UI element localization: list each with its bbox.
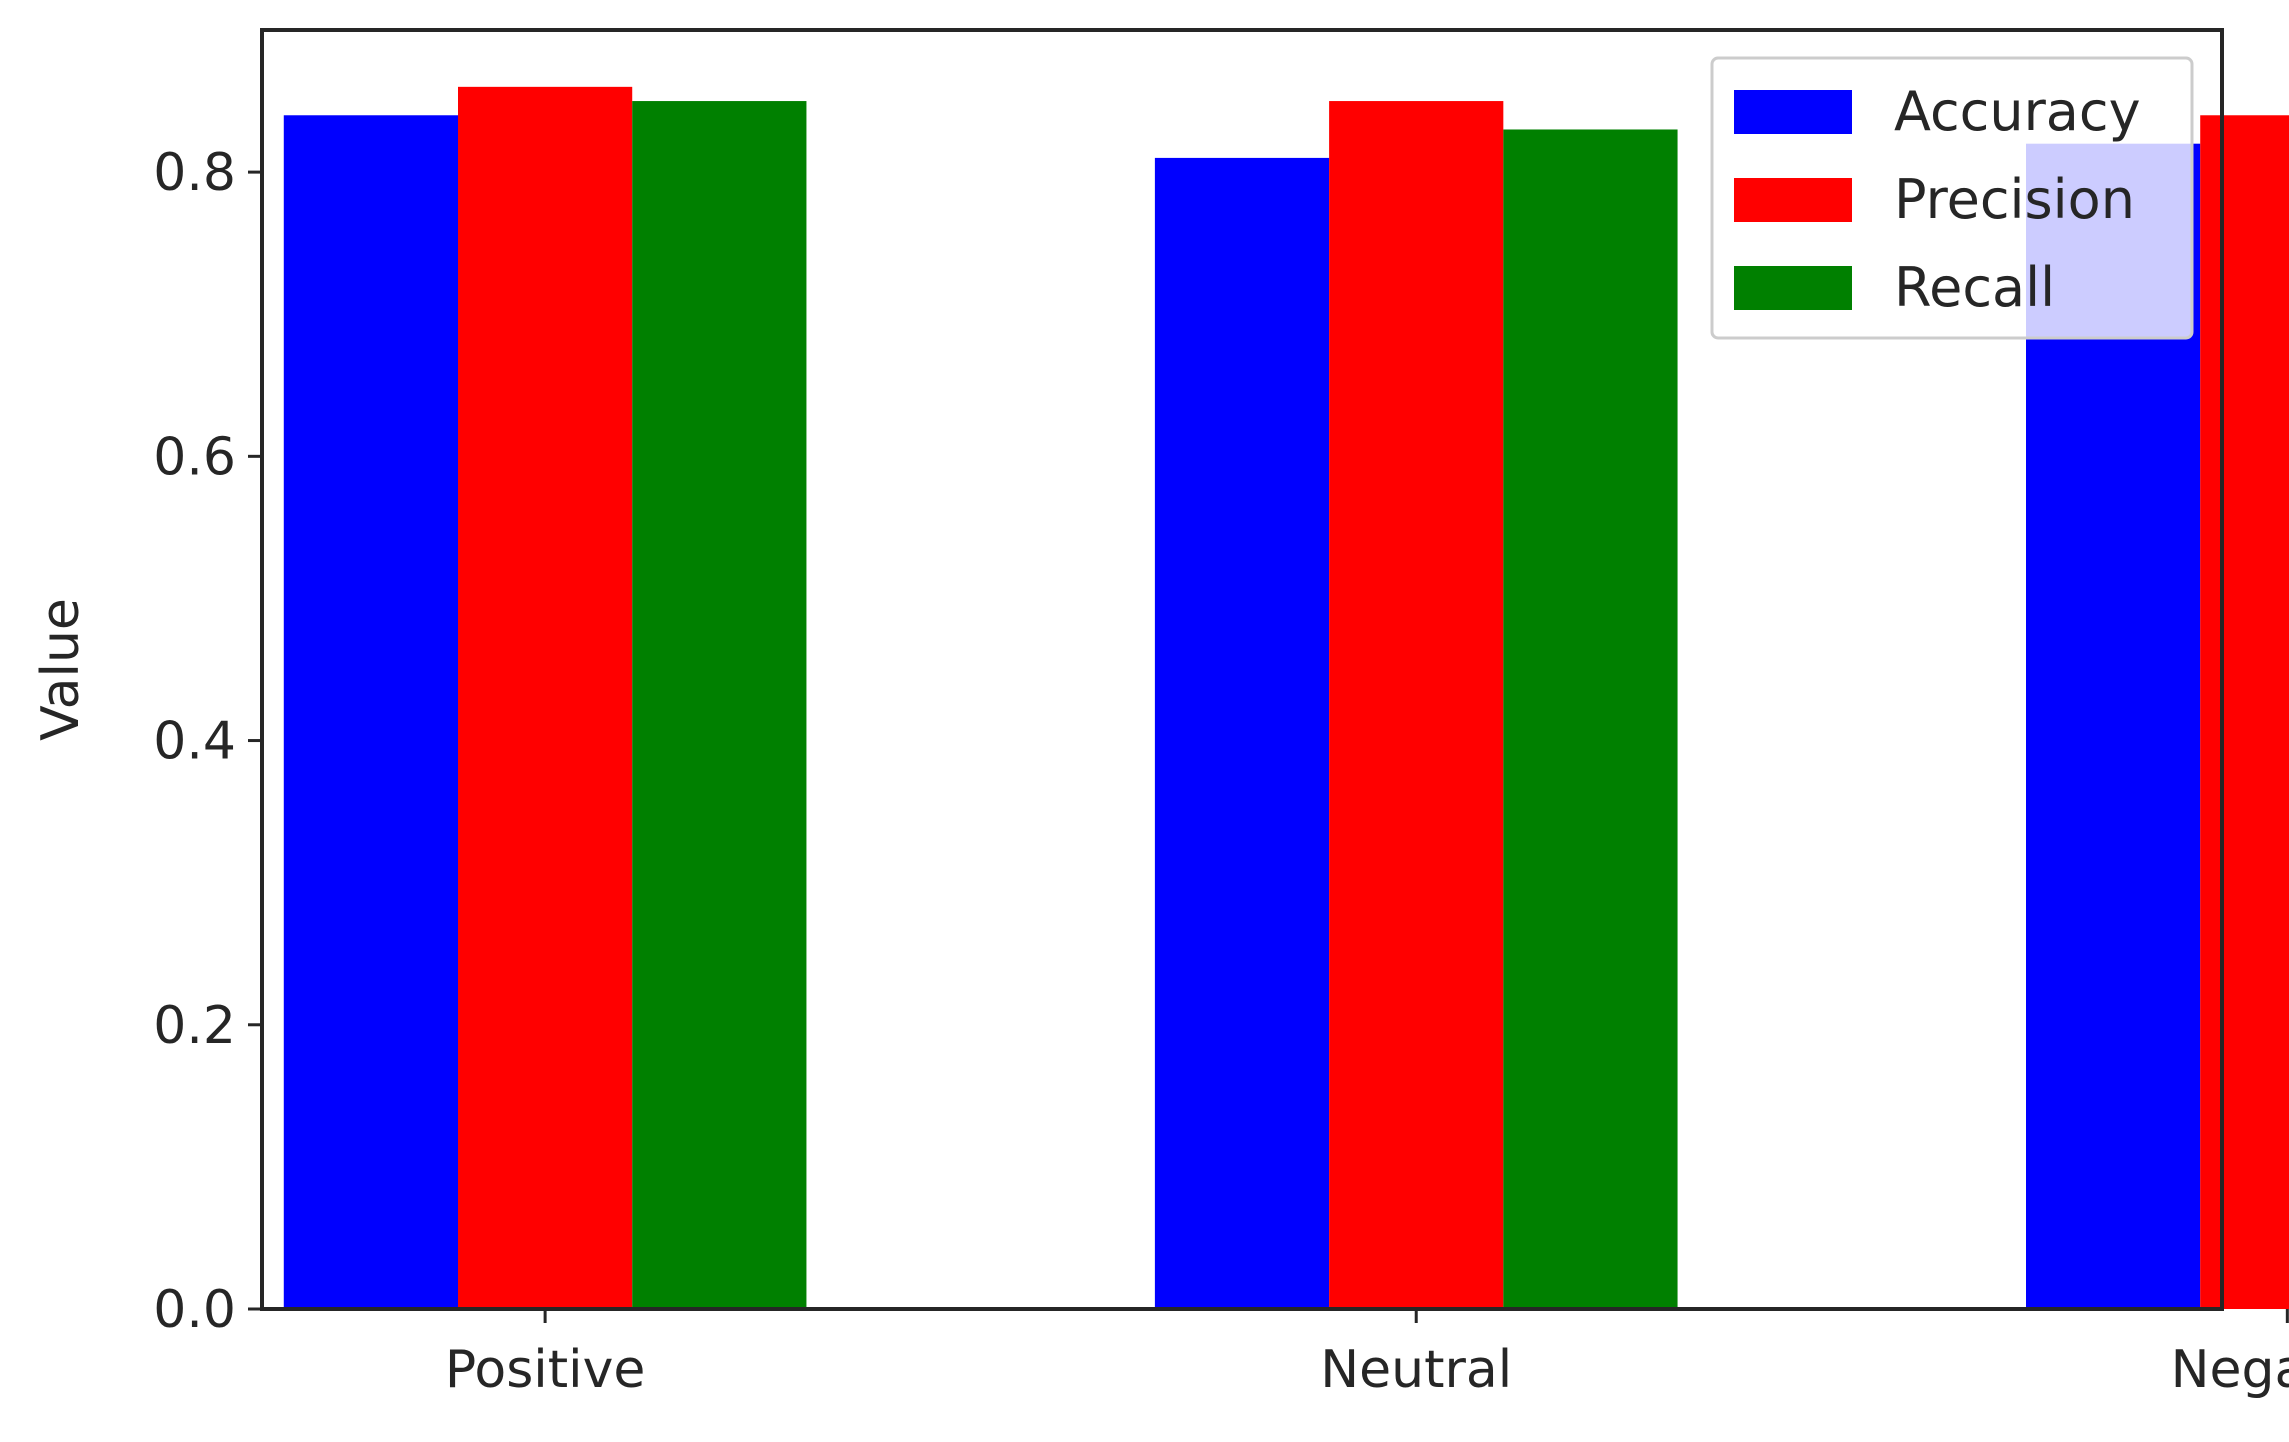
plot-area-frame — [260, 28, 2224, 1311]
bar-precision-positive — [458, 86, 633, 1309]
x-axis: Positive Neutral Negative — [445, 1309, 2289, 1400]
legend-swatch-accuracy — [1734, 90, 1852, 134]
y-axis-label: Value — [31, 598, 91, 741]
y-tick-label: 0.2 — [153, 996, 236, 1056]
y-tick-label: 0.4 — [153, 712, 236, 772]
bar-accuracy-positive — [283, 115, 458, 1309]
bar-precision-negative — [2200, 115, 2289, 1309]
bar-accuracy-neutral — [1154, 157, 1330, 1309]
x-tick-label: Negative — [2171, 1340, 2289, 1400]
bar-precision-neutral — [1329, 101, 1504, 1310]
legend: Accuracy Precision Recall — [1710, 56, 2194, 340]
legend-label-recall: Recall — [1894, 256, 2055, 319]
y-tick-label: 0.0 — [153, 1280, 236, 1340]
y-tick-label: 0.6 — [153, 427, 236, 487]
y-axis: 0.0 0.2 0.4 0.6 0.8 — [153, 143, 262, 1340]
y-tick-label: 0.8 — [153, 143, 236, 203]
bars-layer — [283, 86, 2289, 1310]
bar-recall-positive — [632, 101, 807, 1310]
legend-label-accuracy: Accuracy — [1894, 80, 2141, 143]
x-tick-label: Positive — [445, 1340, 645, 1400]
legend-label-precision: Precision — [1894, 168, 2135, 231]
x-tick-label: Neutral — [1320, 1340, 1512, 1400]
bar-recall-neutral — [1503, 129, 1678, 1309]
legend-swatch-recall — [1734, 266, 1852, 310]
legend-swatch-precision — [1734, 178, 1852, 222]
